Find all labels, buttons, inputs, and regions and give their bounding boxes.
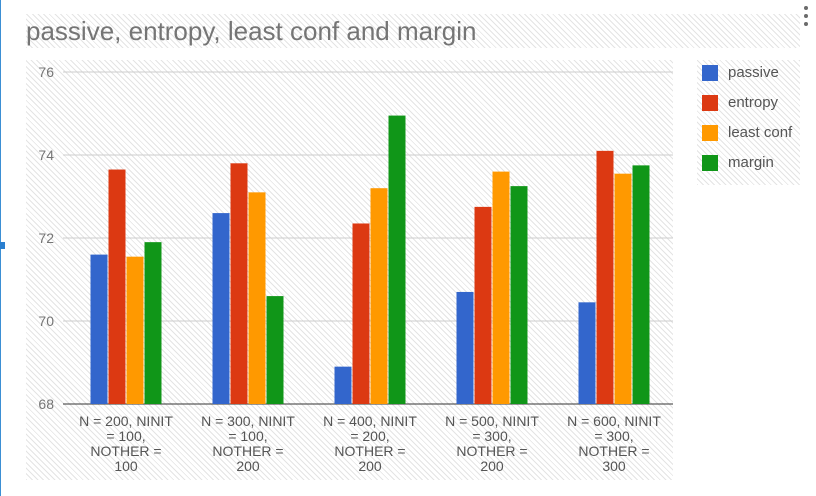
x-tick-label: N = 400, NINIT = 200, NOTHER = 200	[323, 413, 417, 474]
bar	[632, 165, 650, 404]
bar	[212, 213, 230, 404]
legend-swatch	[702, 65, 718, 81]
y-tick-label: 68	[38, 396, 54, 412]
bar	[266, 296, 284, 404]
bar	[126, 256, 144, 404]
bar	[510, 186, 528, 404]
legend-label: least conf	[728, 124, 793, 141]
bar	[456, 291, 474, 404]
bar	[334, 366, 352, 404]
bar	[596, 150, 614, 404]
x-tick-label: N = 500, NINIT = 300, NOTHER = 200	[445, 413, 539, 474]
bar	[352, 223, 370, 404]
bar	[248, 192, 266, 404]
bar	[108, 169, 126, 404]
x-tick-label: N = 200, NINIT = 100, NOTHER = 100	[79, 413, 173, 474]
bar	[474, 206, 492, 404]
bar	[144, 242, 162, 404]
bar	[370, 188, 388, 404]
y-tick-label: 74	[38, 147, 54, 163]
x-tick-label: N = 600, NINIT = 300, NOTHER = 300	[567, 413, 661, 474]
legend-label: passive	[728, 64, 779, 81]
y-tick-label: 70	[38, 313, 54, 329]
chart-title: passive, entropy, least conf and margin	[26, 14, 800, 48]
resize-handle[interactable]	[0, 242, 5, 249]
bar	[90, 254, 108, 404]
bar	[614, 173, 632, 404]
y-tick-label: 76	[38, 64, 54, 80]
legend-swatch	[702, 125, 718, 141]
bar	[492, 171, 510, 404]
bar	[578, 302, 596, 404]
bar	[230, 163, 248, 404]
y-tick-label: 72	[38, 230, 54, 246]
legend-swatch	[702, 155, 718, 171]
legend-label: margin	[728, 154, 774, 171]
bar	[388, 115, 406, 404]
legend-swatch	[702, 95, 718, 111]
more-options-icon[interactable]	[800, 4, 812, 30]
legend-label: entropy	[728, 94, 779, 111]
x-tick-label: N = 300, NINIT = 100, NOTHER = 200	[201, 413, 295, 474]
